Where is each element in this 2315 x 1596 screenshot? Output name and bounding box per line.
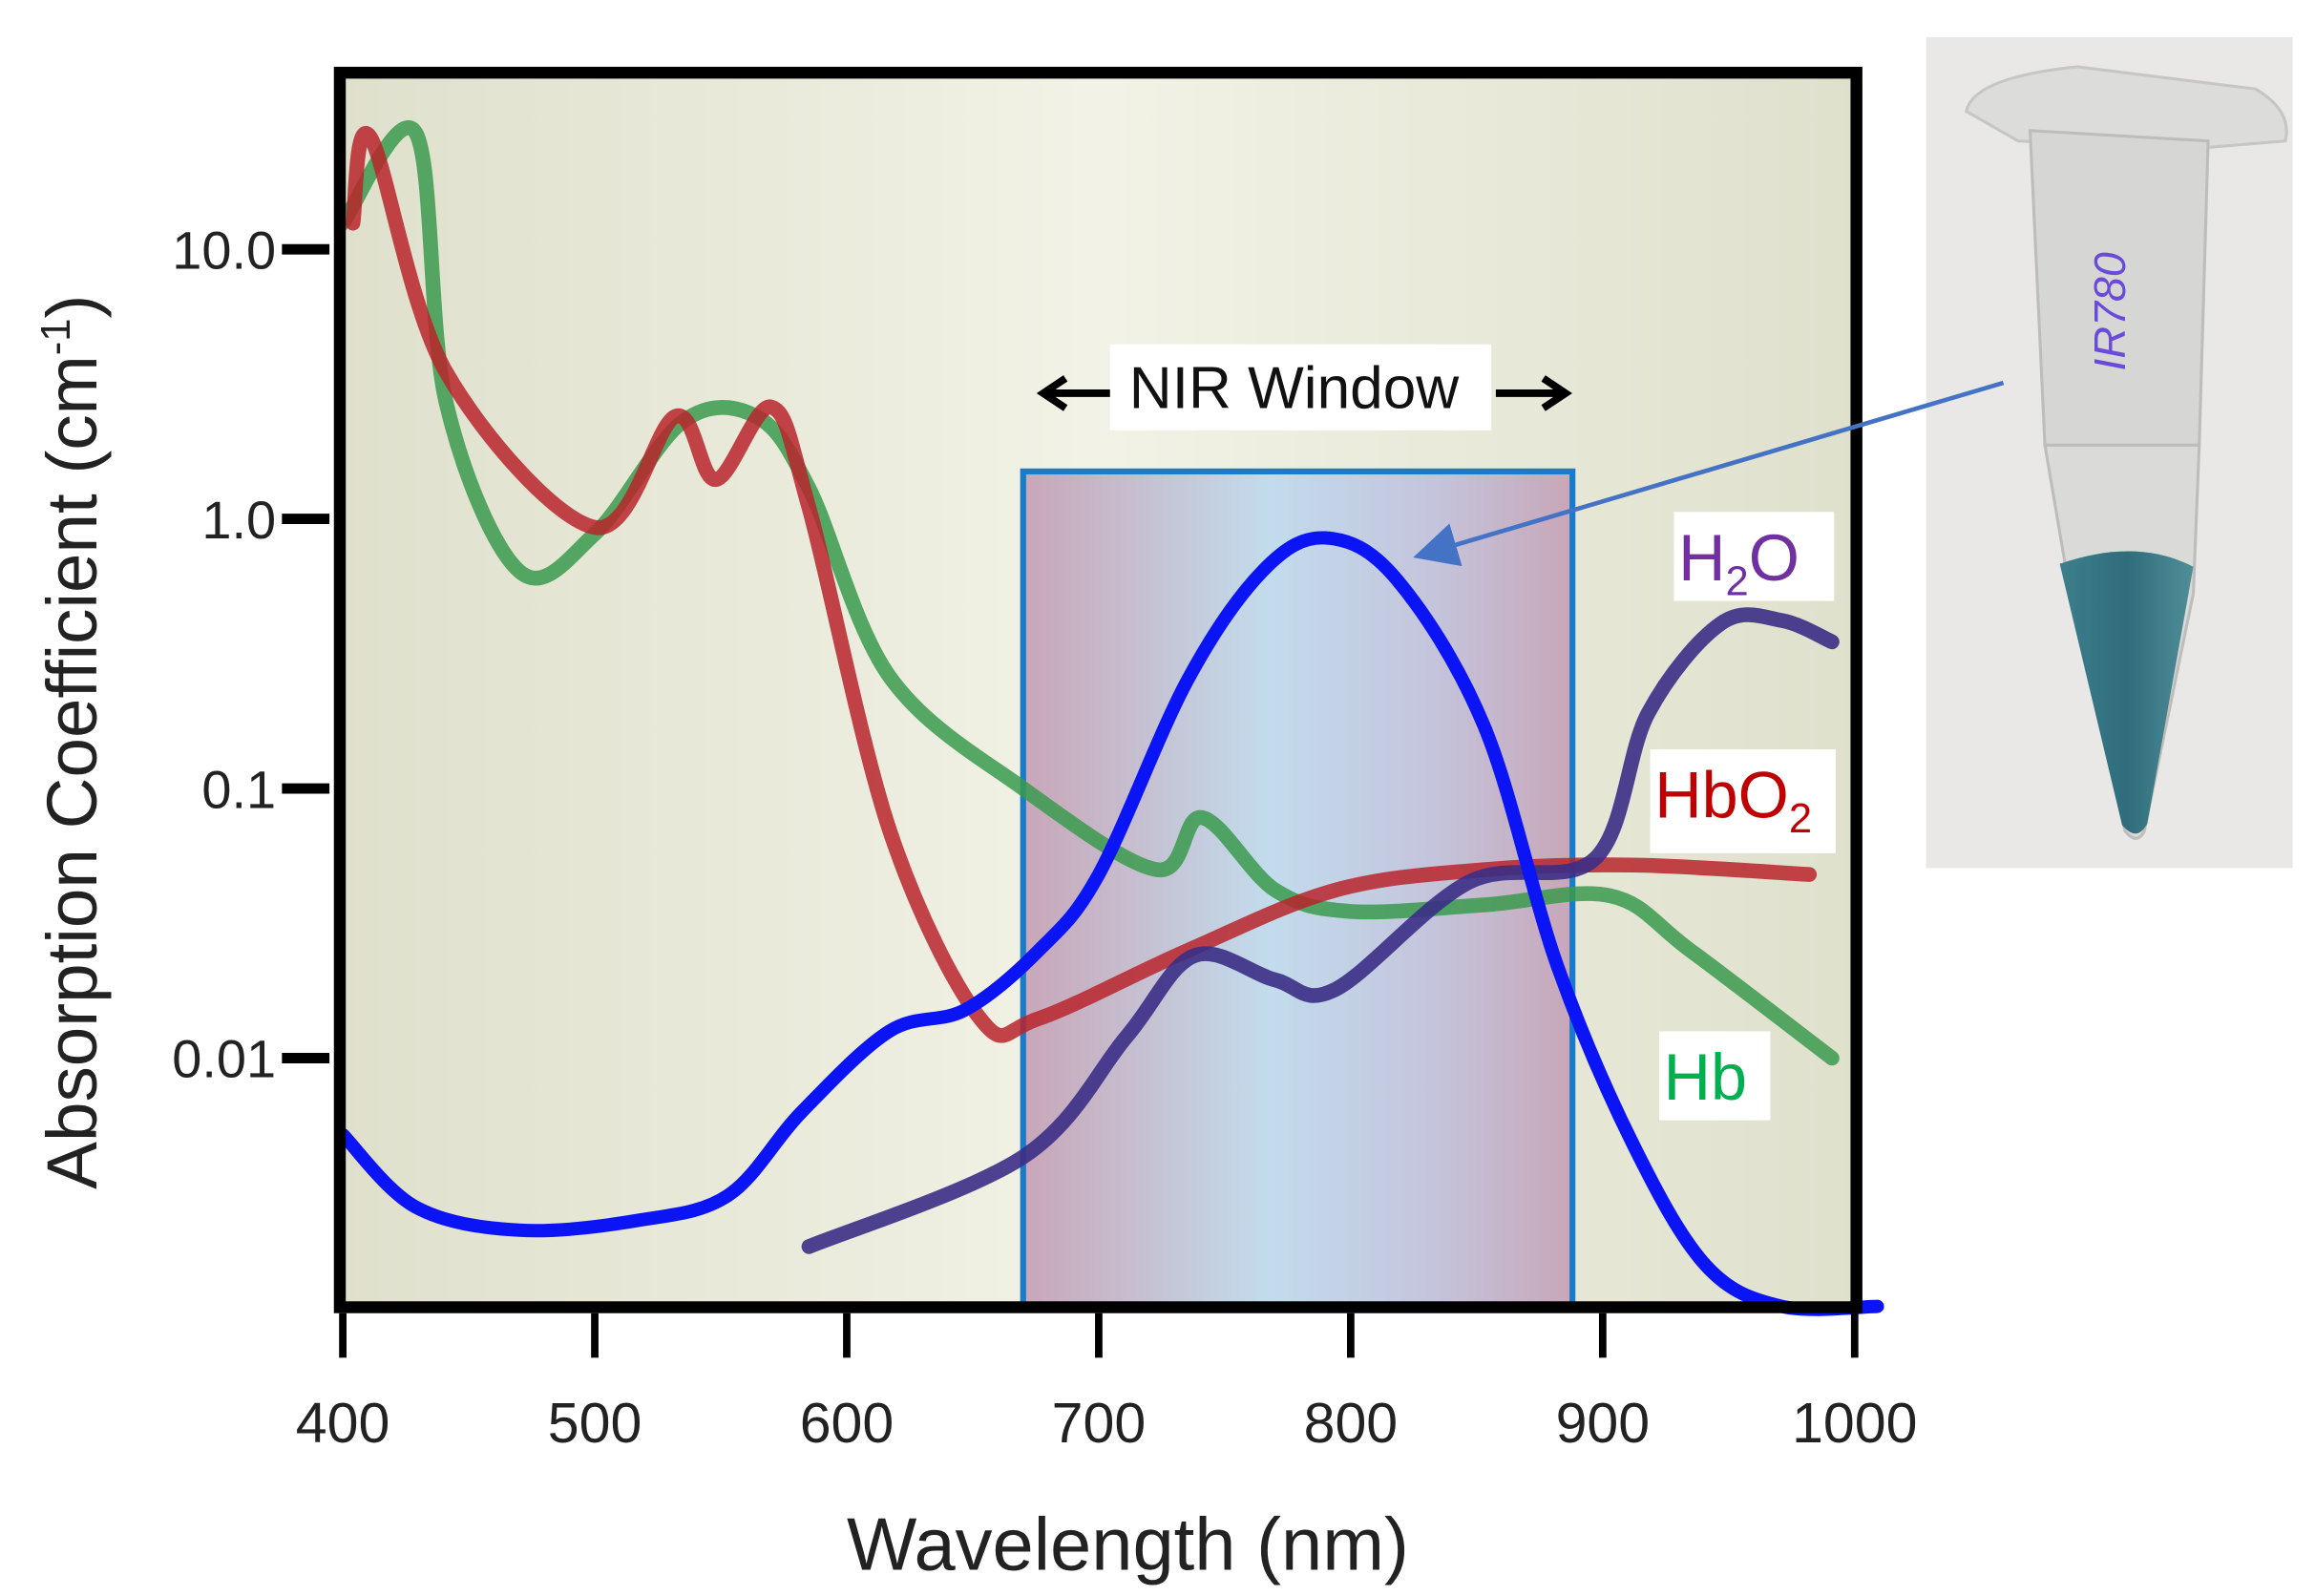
curves <box>335 120 1884 1316</box>
pointer-arrow <box>1413 380 2005 567</box>
arrow-right-icon <box>1495 375 1572 411</box>
nir-window: NIR Window <box>1020 344 1576 1312</box>
y-tick-label: 0.01 <box>172 1029 276 1089</box>
x-tick-label: 400 <box>296 1392 390 1455</box>
curve-ir780 <box>336 531 1884 1316</box>
y-tick-label: 0.1 <box>201 759 276 819</box>
series-label-hbo2: HbO2 <box>1654 760 1812 843</box>
x-tick-label: 900 <box>1556 1392 1651 1455</box>
curve-hb <box>335 120 1840 1066</box>
y-axis: 10.0 1.0 0.1 0.01 <box>172 220 330 1089</box>
x-axis: 400 500 600 700 800 900 1000 <box>296 1312 1917 1455</box>
x-tick-label: 800 <box>1304 1392 1399 1455</box>
label-box-h2o <box>1673 512 1835 601</box>
series-labels: Hb HbO2 H2O <box>1650 512 1836 1121</box>
series-label-hb: Hb <box>1664 1041 1747 1114</box>
plot-frame <box>333 66 1863 1313</box>
y-axis-label: Absorption Coefficient (cm-1) <box>32 295 112 1189</box>
x-tick-label: 500 <box>548 1392 642 1455</box>
x-tick-label: 1000 <box>1792 1392 1917 1455</box>
x-tick-label: 600 <box>800 1392 894 1455</box>
label-box-hb <box>1658 1031 1771 1121</box>
x-axis-label: Wavelength (nm) <box>847 1504 1409 1586</box>
y-tick-label: 10.0 <box>172 220 276 280</box>
tube-photo: IR780 <box>1926 36 2293 869</box>
svg-text:IR780: IR780 <box>2085 252 2135 370</box>
label-box-hbo2 <box>1650 749 1836 853</box>
curve-h2o <box>801 607 1840 1254</box>
series-label-h2o: H2O <box>1678 522 1799 605</box>
nir-window-rect <box>1020 468 1576 1312</box>
nir-window-label: NIR Window <box>1129 355 1460 421</box>
curve-hbo2 <box>345 126 1818 1043</box>
nir-label-box <box>1109 344 1492 430</box>
arrow-left-icon <box>1036 375 1110 411</box>
y-tick-label: 1.0 <box>201 490 276 550</box>
x-tick-label: 700 <box>1052 1392 1147 1455</box>
